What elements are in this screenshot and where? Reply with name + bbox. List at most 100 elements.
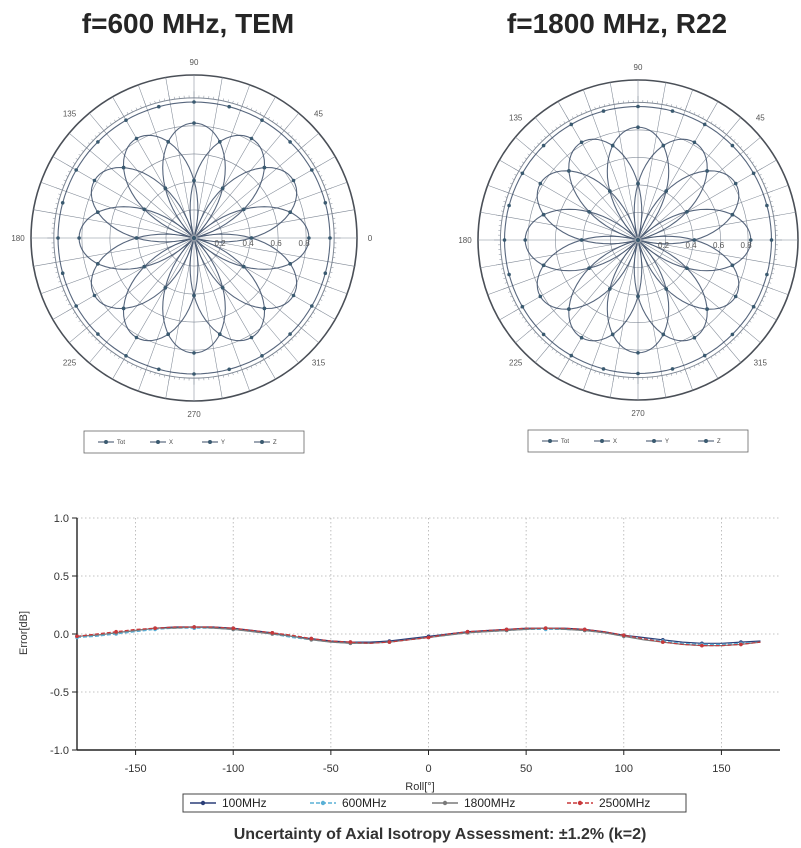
polar-marker bbox=[220, 186, 225, 190]
polar-marker bbox=[307, 236, 311, 240]
series-line-1800mhz bbox=[76, 626, 761, 647]
polar-tick bbox=[710, 121, 713, 124]
polar-tick bbox=[54, 208, 57, 210]
polar-tick bbox=[114, 119, 116, 122]
polar-tick bbox=[81, 324, 84, 327]
polar-marker bbox=[121, 306, 126, 311]
polar-tick bbox=[661, 98, 664, 105]
polar-tick bbox=[126, 361, 129, 365]
polar-spoke bbox=[193, 133, 320, 239]
polar-tick bbox=[533, 146, 536, 149]
polar-angle-label: 135 bbox=[509, 114, 523, 123]
polar-angle-label: 90 bbox=[634, 63, 643, 72]
polar-tick bbox=[693, 112, 696, 115]
polar-tick bbox=[757, 167, 763, 172]
polar-marker bbox=[664, 287, 668, 291]
polar-tick bbox=[105, 125, 108, 128]
polar-marker bbox=[636, 125, 640, 129]
polar-tick bbox=[599, 372, 601, 375]
polar-tick bbox=[65, 175, 69, 177]
legend-marker bbox=[577, 800, 583, 806]
polar-tick bbox=[706, 359, 711, 365]
polar-marker bbox=[142, 207, 146, 212]
y-axis-label: Error[dB] bbox=[18, 611, 30, 655]
legend-marker bbox=[200, 800, 206, 806]
polar-legend-marker bbox=[548, 439, 552, 443]
polar-marker bbox=[242, 207, 246, 212]
polar-marker bbox=[730, 263, 735, 268]
polar-marker bbox=[60, 271, 65, 276]
polar-marker bbox=[705, 169, 709, 173]
polar-marker bbox=[249, 136, 254, 141]
polar-tick bbox=[94, 135, 97, 138]
polar-tick bbox=[702, 361, 704, 364]
polar-tick bbox=[689, 367, 691, 370]
polar-tick bbox=[594, 370, 596, 374]
polar-tick bbox=[754, 312, 757, 315]
polar-tick bbox=[66, 164, 73, 169]
polar-tick bbox=[259, 111, 262, 115]
polar-tick bbox=[118, 116, 120, 120]
polar-tick bbox=[232, 100, 234, 104]
polar-tick bbox=[131, 363, 133, 367]
polar-tick bbox=[329, 203, 333, 205]
polar-tick bbox=[684, 104, 688, 111]
polar-tick bbox=[761, 300, 764, 302]
polar-angle-label: 90 bbox=[190, 58, 199, 67]
polar-tick bbox=[585, 110, 587, 113]
polar-tick bbox=[519, 165, 522, 168]
polar-tick bbox=[503, 277, 506, 279]
polar-marker bbox=[749, 238, 753, 242]
polar-marker bbox=[610, 143, 615, 148]
polar-tick bbox=[527, 153, 530, 156]
polar-marker bbox=[520, 171, 525, 176]
polar-tick bbox=[496, 263, 503, 266]
polar-marker bbox=[567, 307, 571, 311]
polar-tick bbox=[56, 285, 63, 289]
polar-tick bbox=[588, 104, 592, 111]
x-tick-label: 0 bbox=[425, 763, 431, 775]
polar-tick bbox=[67, 170, 71, 173]
polar-tick bbox=[565, 115, 570, 121]
polar-legend-marker bbox=[600, 439, 604, 443]
polar-tick bbox=[143, 100, 147, 107]
data-point-2500mhz bbox=[114, 629, 118, 634]
polar-angle-label: 180 bbox=[11, 234, 25, 243]
polar-legend-label: Y bbox=[665, 439, 669, 445]
polar-tick bbox=[332, 212, 339, 214]
polar-radial-label: 0.8 bbox=[299, 239, 311, 248]
polar-marker bbox=[685, 210, 689, 214]
polar-tick bbox=[504, 196, 508, 198]
polar-title-right: f=1800 MHz, R22 bbox=[507, 8, 727, 39]
polar-tick bbox=[304, 149, 307, 152]
polar-angle-label: 45 bbox=[314, 110, 323, 119]
polar-marker bbox=[192, 351, 196, 355]
polar-tick bbox=[149, 102, 151, 105]
polar-tick bbox=[321, 179, 325, 182]
polar-tick bbox=[740, 146, 743, 149]
polar-tick bbox=[75, 158, 78, 160]
polar-tick bbox=[594, 106, 596, 110]
polar-marker bbox=[685, 266, 689, 271]
polar-marker bbox=[192, 236, 196, 240]
polar-marker bbox=[262, 306, 267, 311]
polar-tick bbox=[328, 276, 332, 278]
polar-tick bbox=[733, 139, 736, 142]
polar-tick bbox=[576, 114, 578, 117]
polar-tick bbox=[291, 135, 294, 138]
polar-tick bbox=[698, 363, 700, 366]
data-point-2500mhz bbox=[622, 633, 626, 637]
polar-radial-label: 0.6 bbox=[713, 241, 725, 250]
polar-tick bbox=[325, 187, 332, 191]
polar-radial-label: 0.2 bbox=[214, 239, 226, 248]
polar-tick bbox=[767, 190, 774, 194]
polar-legend-marker bbox=[156, 440, 160, 444]
polar-marker bbox=[636, 351, 640, 355]
polar-tick bbox=[754, 165, 757, 168]
polar-marker bbox=[192, 293, 196, 298]
data-point-2500mhz bbox=[309, 636, 314, 641]
polar-tick bbox=[272, 119, 274, 122]
y-tick-label: 0.5 bbox=[54, 571, 69, 583]
polar-tick bbox=[746, 153, 749, 156]
polar-tick bbox=[771, 205, 774, 207]
